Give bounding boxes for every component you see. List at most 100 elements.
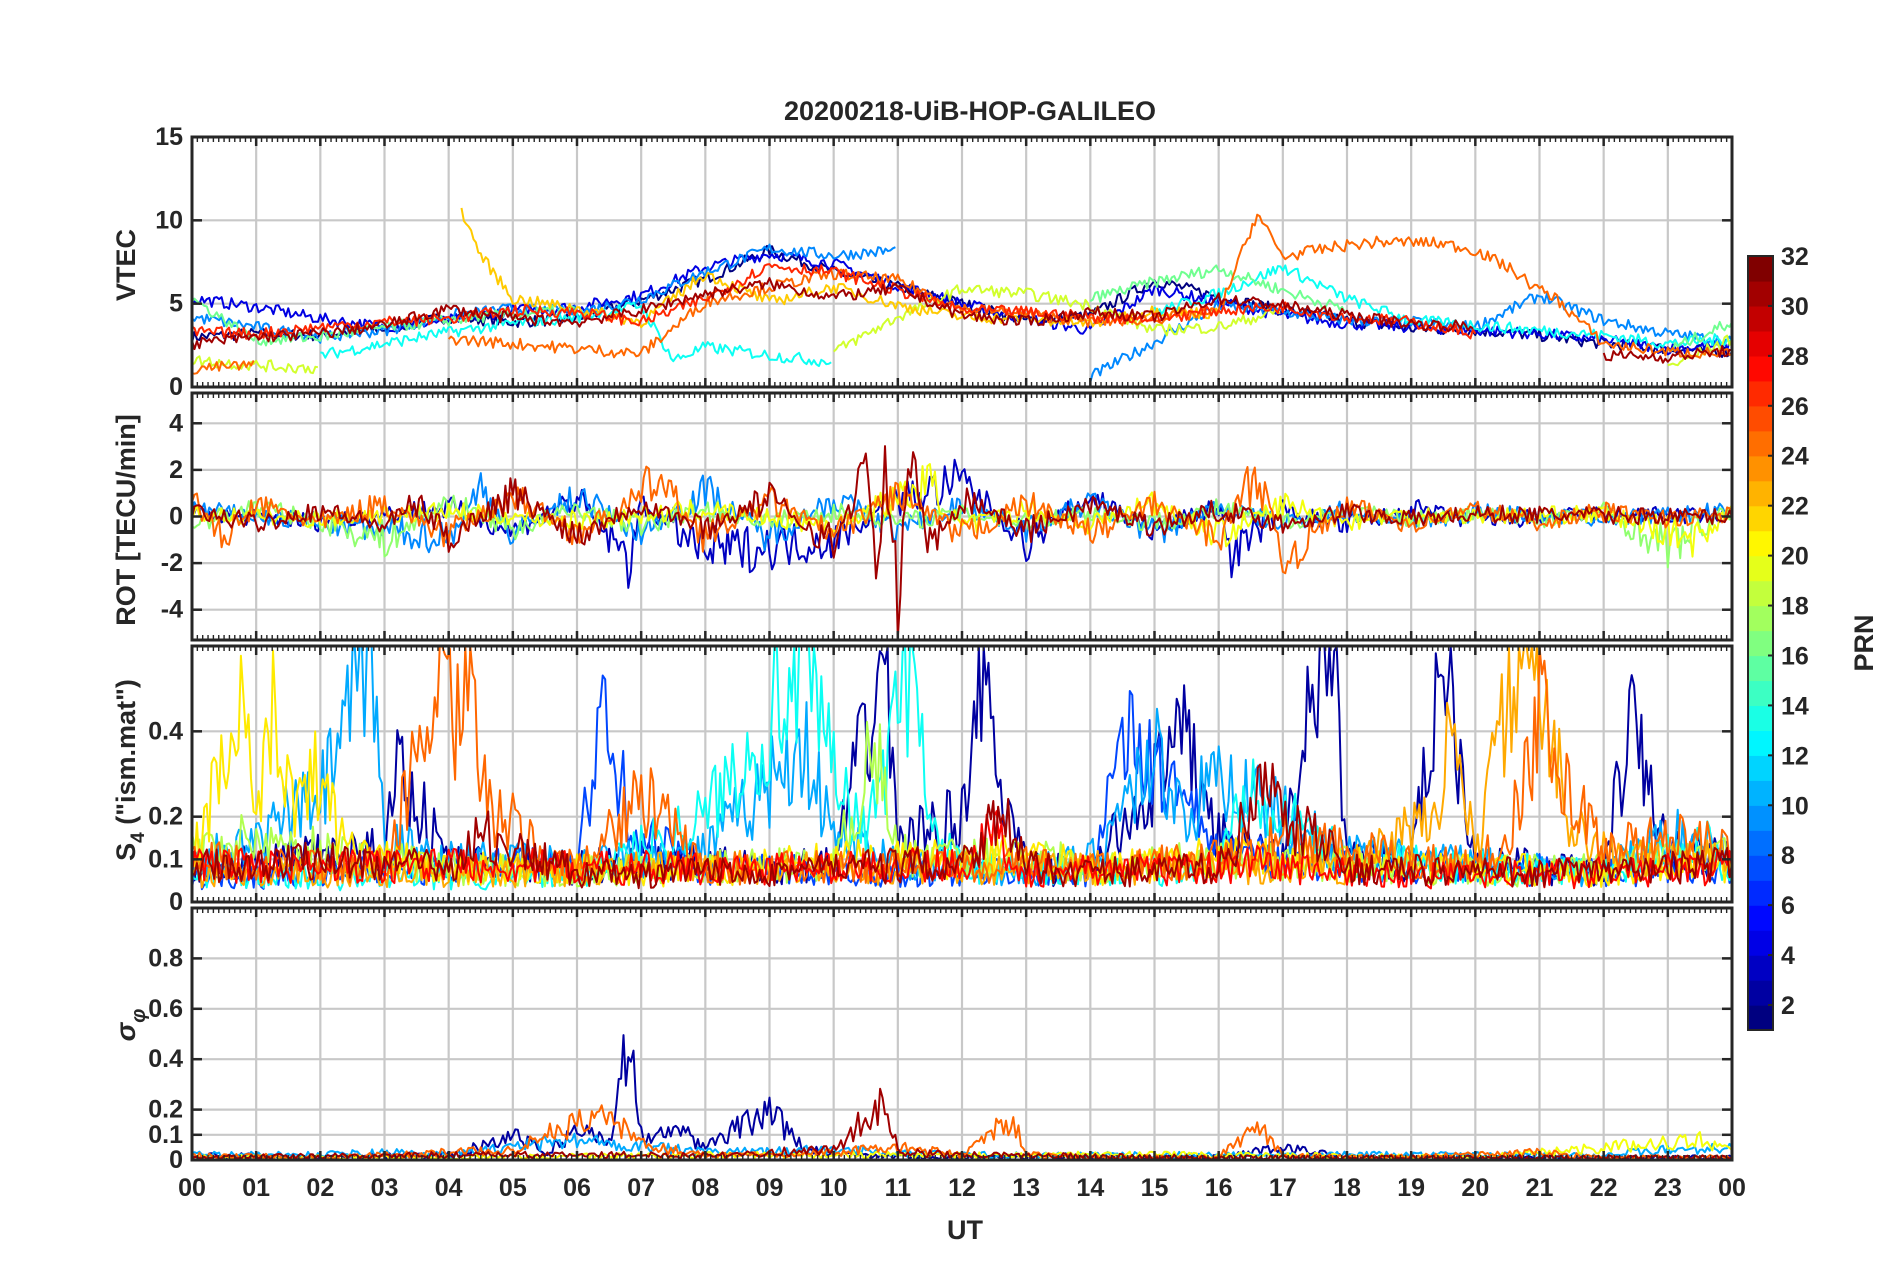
colorbar-segment [1748, 455, 1773, 482]
x-tick-label: 09 [756, 1174, 784, 1202]
colorbar-tick-label: 6 [1781, 892, 1795, 920]
colorbar-tick-label: 8 [1781, 842, 1795, 870]
y-axis-label-sigma-phi: σφ [110, 1009, 150, 1042]
colorbar-segment [1748, 530, 1773, 557]
colorbar-tick-label: 16 [1781, 642, 1809, 670]
colorbar-segment [1748, 780, 1773, 806]
x-tick-label: 21 [1526, 1174, 1554, 1202]
y-axis-label-s4: S4 ("ism.mat") [111, 679, 149, 861]
colorbar-segment [1748, 955, 1773, 981]
x-tick-label: 23 [1654, 1174, 1682, 1202]
colorbar-tick-label: 12 [1781, 742, 1809, 770]
series-prn-9 [191, 472, 1733, 554]
colorbar-segment [1748, 730, 1773, 756]
x-tick-label: 01 [242, 1174, 270, 1202]
colorbar-label: PRN [1849, 614, 1879, 671]
colorbar-tick-label: 26 [1781, 393, 1809, 421]
series-prn-4 [191, 251, 1733, 356]
colorbar-tick-label: 10 [1781, 792, 1809, 820]
x-tick-label: 10 [820, 1174, 848, 1202]
series-prn-22 [460, 207, 1220, 329]
colorbar-segment [1748, 430, 1773, 457]
colorbar-segment [1748, 680, 1773, 707]
panel-vtec: 0 5 10 15 [155, 123, 1734, 401]
x-tick-label: 04 [435, 1174, 463, 1202]
colorbar-tick-label: 20 [1781, 543, 1809, 571]
colorbar-tick-label: 22 [1781, 493, 1809, 521]
series-prn-31 [191, 445, 1733, 639]
y-tick-label: 2 [169, 456, 183, 484]
colorbar-tick-label: 2 [1781, 992, 1795, 1020]
colorbar-segment [1748, 1005, 1773, 1031]
colorbar-tick-label: 14 [1781, 692, 1809, 720]
colorbar-segment [1748, 480, 1773, 507]
y-tick-label: 15 [155, 123, 183, 151]
colorbar-tick-label: 28 [1781, 343, 1809, 371]
colorbar-segment [1748, 655, 1773, 682]
x-tick-label: 03 [371, 1174, 399, 1202]
y-axis-label-vtec: VTEC [111, 229, 141, 301]
colorbar-segment [1748, 905, 1773, 931]
y-tick-label: 0.1 [148, 1121, 183, 1149]
colorbar-segment [1748, 256, 1773, 282]
panel-rot: -4 -2 0 2 4 [161, 391, 1734, 642]
x-tick-label: 16 [1205, 1174, 1233, 1202]
colorbar-segment [1748, 605, 1773, 632]
y-tick-label: 0.4 [148, 1045, 183, 1073]
x-tick-label: 18 [1333, 1174, 1361, 1202]
y-tick-label: 0.2 [148, 803, 183, 831]
y-tick-label: 0.6 [148, 995, 183, 1023]
x-tick-label: 11 [885, 1174, 912, 1202]
colorbar-tick-label: 4 [1781, 942, 1795, 970]
colorbar-segment [1748, 805, 1773, 831]
x-tick-label: 17 [1269, 1174, 1297, 1202]
y-tick-label: 4 [169, 409, 183, 437]
x-tick-label: 14 [1076, 1174, 1104, 1202]
series-prn-25 [191, 213, 1733, 375]
x-tick-label: 05 [499, 1174, 527, 1202]
y-tick-label: -2 [161, 549, 183, 577]
colorbar-segment [1748, 630, 1773, 657]
x-tick-label: 07 [627, 1174, 655, 1202]
y-axis-label-rot: ROT [TECU/min] [111, 414, 141, 625]
y-tick-label: 0 [169, 503, 183, 531]
series-prn-28 [191, 810, 1733, 890]
colorbar-segment [1748, 355, 1773, 382]
colorbar-segment [1748, 330, 1773, 357]
series-prn-31 [191, 277, 1733, 364]
x-tick-label: 00 [1718, 1174, 1746, 1202]
colorbar-segment [1748, 405, 1773, 432]
colorbar-segment [1748, 280, 1773, 307]
x-tick-label: 20 [1461, 1174, 1489, 1202]
x-tick-label: 22 [1590, 1174, 1618, 1202]
series-prn-23 [191, 645, 1733, 889]
y-tick-label: 5 [169, 290, 183, 318]
y-tick-label: 0 [169, 1146, 183, 1174]
colorbar-segment [1748, 705, 1773, 731]
colorbar-segment [1748, 380, 1773, 407]
y-tick-label: 0.1 [148, 845, 183, 873]
x-tick-label: 02 [306, 1174, 334, 1202]
y-tick-label: 0.8 [148, 944, 183, 972]
colorbar-tick-label: 18 [1781, 593, 1809, 621]
colorbar-segment [1748, 880, 1773, 906]
x-axis: 00 01 02 03 04 05 06 07 08 09 10 11 12 13 14 15 16 17 18 19… [178, 1174, 1746, 1202]
y-tick-label: -4 [161, 596, 183, 624]
colorbar-segment [1748, 505, 1773, 532]
panel-s4: 0 0.1 0.2 0.4 [148, 644, 1734, 916]
x-tick-label: 15 [1141, 1174, 1169, 1202]
panel-sigma-phi: 00.10.2 0.4 0.6 0.8 [148, 906, 1734, 1174]
y-tick-label: 0.2 [148, 1096, 183, 1124]
series-prn-31 [191, 761, 1733, 890]
x-axis-label: UT [947, 1215, 983, 1245]
chart-title: 20200218-UiB-HOP-GALILEO [784, 96, 1156, 126]
colorbar-segment [1748, 755, 1773, 781]
y-axis-labels: VTEC ROT [TECU/min] S4 ("ism.mat") σφ [110, 229, 150, 1041]
colorbar-tick-label: 30 [1781, 293, 1809, 321]
x-tick-label: 13 [1012, 1174, 1040, 1202]
colorbar-border [1747, 255, 1774, 1031]
colorbar-segment [1748, 980, 1773, 1006]
y-tick-label: 0.4 [148, 717, 183, 745]
